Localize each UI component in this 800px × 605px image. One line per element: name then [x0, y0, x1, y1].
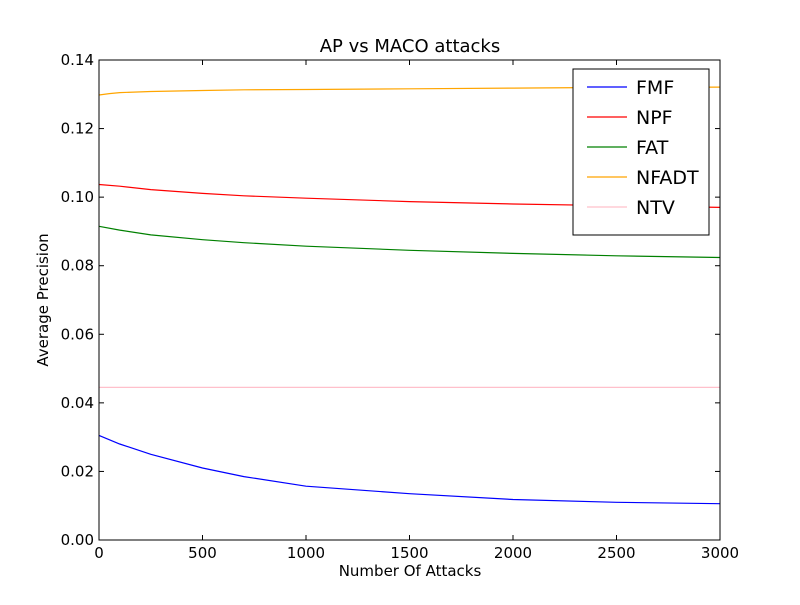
- y-axis-label: Average Precision: [34, 233, 52, 366]
- x-tick-label: 500: [188, 544, 217, 562]
- legend-label-fat: FAT: [636, 137, 669, 159]
- plot-frame: [98, 59, 721, 541]
- x-tick-label: 0: [94, 544, 104, 562]
- y-tick-label: 0.10: [61, 188, 94, 206]
- y-tick-label: 0.08: [61, 257, 94, 275]
- chart-title: AP vs MACO attacks: [320, 36, 501, 57]
- series-line-nfadt: [98, 86, 721, 96]
- y-tick-label: 0.12: [61, 120, 94, 138]
- legend-label-npf: NPF: [636, 107, 673, 129]
- series-line-npf: [98, 183, 721, 208]
- series-line-fat: [98, 225, 721, 259]
- series-line-fmf: [98, 434, 721, 505]
- plot-area: [98, 86, 721, 505]
- y-tick-label: 0.06: [61, 325, 94, 343]
- x-tick-label: 2500: [597, 544, 635, 562]
- x-axis-label: Number Of Attacks: [339, 562, 482, 580]
- y-tick-label: 0.04: [61, 394, 94, 412]
- y-tick-label: 0.00: [61, 531, 94, 549]
- x-tick-label: 2000: [494, 544, 532, 562]
- legend-label-fmf: FMF: [636, 77, 674, 99]
- axis-ticks: 0 500 1000 1500 2000 2500 3000 0.00 0.02 0.04 0.06…: [61, 51, 740, 562]
- legend-label-nfadt: NFADT: [636, 167, 699, 189]
- x-tick-label: 1500: [390, 544, 428, 562]
- y-tick-label: 0.14: [61, 51, 94, 69]
- legend: FMF NPF FAT NFADT NTV: [572, 68, 710, 236]
- x-tick-label: 1000: [287, 544, 325, 562]
- legend-label-ntv: NTV: [636, 197, 675, 219]
- y-tick-label: 0.02: [61, 462, 94, 480]
- x-tick-label: 3000: [701, 544, 739, 562]
